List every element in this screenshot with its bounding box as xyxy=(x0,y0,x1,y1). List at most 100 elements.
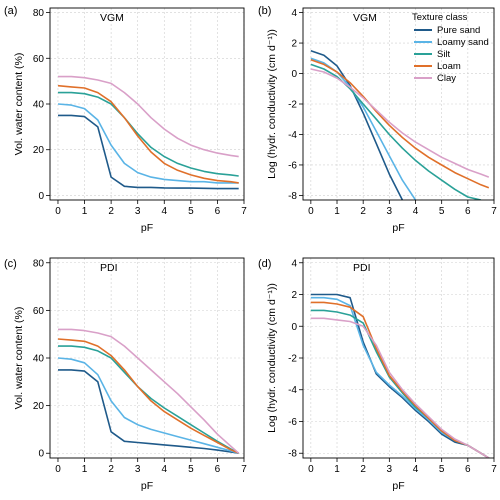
panel-a: 0 1 2 3 4 5 6 7 0 20 40 60 80 pF Vol. water content (%… xyxy=(4,5,247,234)
x-tick-label: 2 xyxy=(360,206,366,217)
x-tick-label: 5 xyxy=(439,206,445,217)
panel-title: PDI xyxy=(353,262,371,274)
legend-title: Texture class xyxy=(412,12,468,23)
series-line-clay xyxy=(58,328,240,454)
y-tick-label: 4 xyxy=(291,8,297,19)
y-axis-label: Vol. water content (%) xyxy=(13,307,25,410)
series-line-loam xyxy=(310,301,490,458)
series-line-loam xyxy=(57,84,239,184)
y-tick-label: 40 xyxy=(33,100,45,111)
x-tick-label: 7 xyxy=(241,464,247,475)
x-tick-label: 2 xyxy=(108,206,114,217)
x-tick-label: 3 xyxy=(135,206,141,217)
x-axis-label: pF xyxy=(141,480,153,492)
y-tick-label: 80 xyxy=(33,8,45,19)
legend-label: Loam xyxy=(437,61,461,72)
y-tick-label: 60 xyxy=(33,54,45,65)
series-line-pure-sand xyxy=(310,293,490,458)
panel-title: VGM xyxy=(353,12,377,24)
legend-label: Silt xyxy=(437,49,451,60)
data-lines xyxy=(57,75,239,190)
y-axis-label: Vol. water content (%) xyxy=(13,53,25,156)
x-tick-label: 1 xyxy=(82,206,88,217)
data-lines xyxy=(310,293,490,458)
legend-label: Loamy sand xyxy=(437,37,489,48)
x-tick-label: 7 xyxy=(491,464,497,475)
panel-title: VGM xyxy=(100,12,124,24)
series-line-loamy-sand xyxy=(57,357,239,454)
grid xyxy=(50,8,245,200)
panel-label: (d) xyxy=(258,258,271,270)
y-tick-label: -8 xyxy=(288,449,297,460)
x-tick-label: 6 xyxy=(465,464,471,475)
data-lines xyxy=(57,328,240,454)
x-tick-label: 2 xyxy=(108,464,114,475)
series-line-clay xyxy=(58,75,239,158)
x-tick-label: 5 xyxy=(188,464,194,475)
x-axis-label: pF xyxy=(392,480,404,492)
x-tick-label: 0 xyxy=(308,464,314,475)
y-tick-label: 20 xyxy=(33,401,45,412)
y-tick-label: 80 xyxy=(33,258,45,269)
panel-d: 0 1 2 3 4 5 6 7 4 2 0 -2 -4 -6 -8 pF Log (hydr. conducti… xyxy=(258,257,497,492)
series-line-pure-sand xyxy=(58,114,239,190)
x-tick-label: 4 xyxy=(161,206,167,217)
x-tick-label: 0 xyxy=(308,206,314,217)
series-line-pure-sand xyxy=(58,369,239,454)
y-tick-label: -8 xyxy=(288,191,297,202)
x-tick-label: 6 xyxy=(215,464,221,475)
series-line-loamy-sand xyxy=(310,296,490,458)
y-tick-label: 20 xyxy=(33,145,45,156)
x-tick-label: 2 xyxy=(360,464,366,475)
y-tick-label: -6 xyxy=(288,160,297,171)
y-tick-label: 4 xyxy=(291,258,297,269)
y-tick-label: 2 xyxy=(291,39,297,50)
panel-label: (b) xyxy=(258,5,271,17)
y-tick-label: 0 xyxy=(291,322,297,333)
x-tick-label: 5 xyxy=(439,464,445,475)
panel-label: (a) xyxy=(4,5,17,17)
series-line-clay xyxy=(310,68,490,178)
y-axis-label: Log (hydr. conductivity (cm d⁻¹)) xyxy=(266,29,278,179)
panel-title: PDI xyxy=(100,262,118,274)
y-tick-label: 40 xyxy=(33,354,45,365)
y-tick-label: -4 xyxy=(288,130,297,141)
series-line-clay xyxy=(310,317,490,458)
x-tick-label: 7 xyxy=(491,206,497,217)
series-line-silt xyxy=(310,309,490,458)
x-axis-label: pF xyxy=(141,222,153,234)
series-line-loam xyxy=(57,338,240,454)
series-line-loamy-sand xyxy=(57,103,239,184)
panel-label: (c) xyxy=(4,258,17,270)
x-tick-label: 6 xyxy=(215,206,221,217)
y-tick-label: -4 xyxy=(288,385,297,396)
x-tick-label: 4 xyxy=(413,464,419,475)
y-tick-label: -6 xyxy=(288,417,297,428)
data-lines xyxy=(310,49,490,200)
x-tick-label: 6 xyxy=(465,206,471,217)
y-tick-label: 0 xyxy=(291,69,297,80)
series-line-silt xyxy=(58,91,239,177)
y-tick-label: 0 xyxy=(38,191,44,202)
series-line-silt xyxy=(58,345,240,454)
y-tick-label: -2 xyxy=(288,354,297,365)
x-tick-label: 4 xyxy=(161,464,167,475)
y-tick-label: 0 xyxy=(38,449,44,460)
x-tick-label: 7 xyxy=(241,206,247,217)
y-axis-label: Log (hydr. conductivity (cm d⁻¹)) xyxy=(266,283,278,433)
y-tick-label: 2 xyxy=(291,290,297,301)
x-tick-label: 1 xyxy=(334,206,340,217)
x-tick-label: 0 xyxy=(55,206,61,217)
grid xyxy=(303,258,495,458)
x-tick-label: 5 xyxy=(188,206,194,217)
series-line-loamy-sand xyxy=(310,57,417,200)
series-line-pure-sand xyxy=(310,49,404,200)
legend-label: Clay xyxy=(437,73,456,84)
x-tick-label: 3 xyxy=(387,206,393,217)
y-tick-label: 60 xyxy=(33,306,45,317)
x-tick-label: 4 xyxy=(413,206,419,217)
y-tick-label: -2 xyxy=(288,100,297,111)
